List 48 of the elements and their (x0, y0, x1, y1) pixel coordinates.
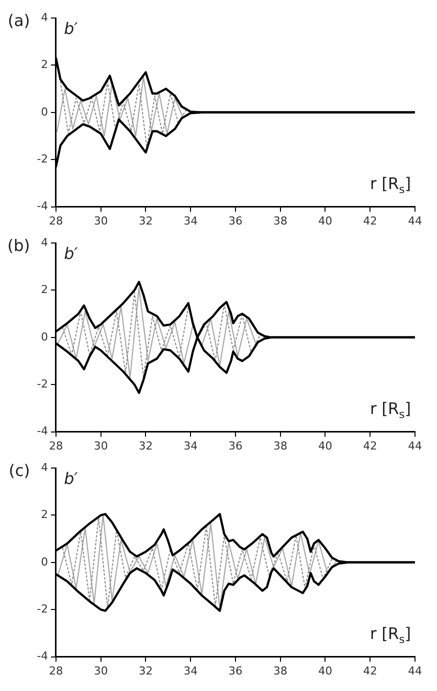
x-tick-label: 34 (184, 439, 198, 452)
chart-title: (a) (8, 11, 30, 30)
y-axis-title: b′ (64, 469, 78, 488)
x-tick-label: 44 (408, 664, 422, 678)
y-tick-label: 4 (40, 460, 48, 474)
x-tick-label: 36 (228, 439, 242, 452)
x-tick-label: 36 (228, 664, 242, 678)
y-tick-label: 2 (40, 283, 48, 296)
y-tick-label: 2 (40, 58, 48, 72)
x-tick-label: 32 (138, 439, 153, 452)
x-tick-label: 44 (408, 439, 422, 452)
x-tick-label: 34 (184, 214, 198, 228)
y-tick-label: 4 (40, 10, 48, 24)
y-tick-label: -4 (37, 650, 48, 663)
y-axis-title: b′ (64, 244, 78, 264)
y-tick-label: -2 (37, 377, 48, 390)
x-tick-label: 30 (94, 664, 108, 678)
y-tick-label: -4 (37, 200, 48, 213)
y-tick-label: 4 (40, 236, 48, 249)
y-tick-label: -2 (37, 152, 48, 166)
x-tick-label: 42 (363, 439, 378, 452)
chart-title: (c) (8, 461, 30, 480)
x-tick-label: 38 (273, 664, 288, 678)
x-tick-label: 44 (408, 214, 422, 228)
y-tick-label: -4 (37, 424, 48, 438)
x-tick-label: 28 (48, 664, 63, 678)
y-tick-label: 0 (40, 105, 48, 118)
x-tick-label: 42 (363, 664, 378, 678)
y-tick-label: 2 (40, 508, 48, 522)
x-tick-label: 42 (363, 214, 378, 228)
x-tick-label: 34 (184, 664, 198, 678)
x-tick-label: 30 (94, 439, 108, 452)
x-tick-label: 36 (228, 214, 242, 228)
y-tick-label: 0 (40, 555, 48, 568)
x-tick-label: 40 (318, 664, 332, 678)
x-tick-label: 40 (318, 214, 332, 228)
x-tick-label: 28 (48, 439, 63, 452)
x-tick-label: 28 (48, 214, 63, 228)
x-tick-label: 32 (138, 214, 153, 228)
y-tick-label: 0 (40, 330, 48, 344)
y-tick-label: -2 (37, 602, 48, 616)
chart-title: (b) (7, 236, 30, 256)
x-tick-label: 38 (273, 214, 288, 228)
x-tick-label: 30 (94, 214, 108, 228)
y-axis-title: b′ (64, 19, 78, 38)
x-tick-label: 38 (273, 439, 288, 452)
x-tick-label: 40 (318, 439, 332, 452)
x-tick-label: 32 (138, 664, 153, 678)
